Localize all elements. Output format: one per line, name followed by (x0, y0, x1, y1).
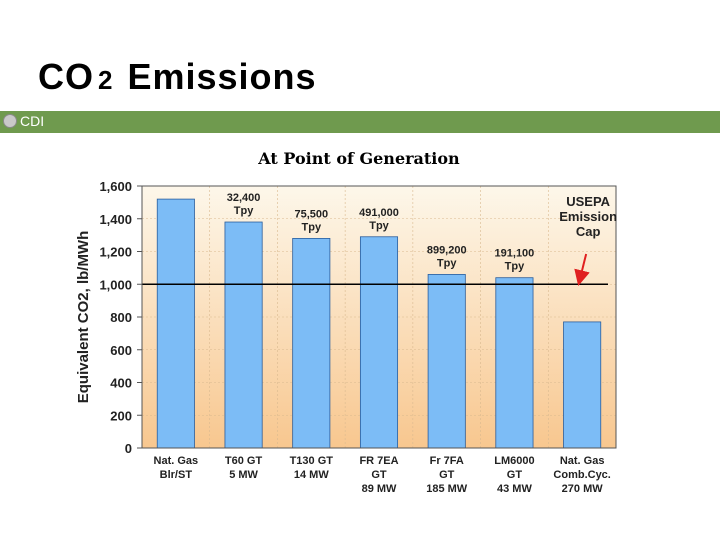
x-tick-label: Nat. Gas (154, 455, 199, 467)
x-tick-label: GT (371, 469, 387, 481)
bar (359, 236, 399, 449)
bar-annotation: 491,000 (359, 207, 399, 219)
x-tick-label: 5 MW (229, 469, 258, 481)
bar-annotation: Tpy (369, 220, 389, 232)
x-tick-label: FR 7EA (359, 455, 398, 467)
y-tick-label: 1,400 (99, 212, 132, 227)
bar-annotation: 899,200 (427, 244, 467, 256)
cap-label: Cap (576, 224, 601, 239)
x-tick-label: Comb.Cyc. (553, 469, 610, 481)
x-tick-label: LM6000 (494, 455, 534, 467)
cdi-logo: CDI (3, 113, 44, 129)
bar (292, 238, 331, 449)
slide-title: CO 2 Emissions (38, 56, 317, 98)
y-tick-label: 400 (110, 376, 132, 391)
y-tick-label: 1,000 (99, 277, 132, 292)
title-subscript: 2 (98, 65, 114, 95)
x-tick-label: T60 GT (225, 455, 263, 467)
bar (427, 274, 466, 449)
y-tick-label: 800 (110, 310, 132, 325)
y-tick-label: 1,200 (99, 245, 132, 260)
x-tick-label: 43 MW (497, 483, 532, 495)
cap-label: USEPA (566, 194, 610, 209)
x-tick-label: Blr/ST (160, 469, 193, 481)
bar (156, 198, 195, 449)
title-co: CO (38, 56, 94, 97)
bar-annotation: Tpy (437, 257, 457, 269)
y-axis-label: Equivalent CO2, lb/MWh (75, 231, 92, 404)
x-tick-label: Fr 7FA (430, 455, 464, 467)
y-tick-label: 600 (110, 343, 132, 358)
bar-annotation: Tpy (505, 261, 525, 273)
header-band (0, 111, 720, 133)
chart-title: At Point of Generation (257, 149, 460, 168)
cap-arrow (574, 253, 590, 287)
bar-annotation: 191,100 (495, 248, 535, 260)
x-tick-label: 270 MW (562, 483, 604, 495)
cap-label: Emission (559, 209, 617, 224)
x-tick-label: 89 MW (362, 483, 397, 495)
x-tick-label: 14 MW (294, 469, 329, 481)
emissions-chart: At Point of Generation 0 200 400 600 800 1,000… (75, 149, 617, 495)
bar-annotation: 75,500 (294, 208, 328, 220)
x-tick-label: GT (439, 469, 455, 481)
bar-annotation: 32,400 (227, 192, 261, 204)
bar (563, 321, 602, 449)
title-emissions: Emissions (127, 56, 317, 97)
logo-text: CDI (20, 113, 45, 129)
x-tick-label: Nat. Gas (560, 455, 605, 467)
y-tick-label: 200 (110, 408, 132, 423)
y-tick-label: 1,600 (99, 179, 132, 194)
x-tick-label: T130 GT (290, 455, 334, 467)
bar-annotation: Tpy (234, 205, 254, 217)
bar (224, 221, 263, 449)
bar (495, 277, 534, 449)
x-tick-label: GT (507, 469, 523, 481)
bar-annotation: Tpy (302, 221, 322, 233)
globe-icon (3, 114, 17, 128)
x-tick-label: 185 MW (426, 483, 468, 495)
y-tick-label: 0 (125, 441, 132, 456)
